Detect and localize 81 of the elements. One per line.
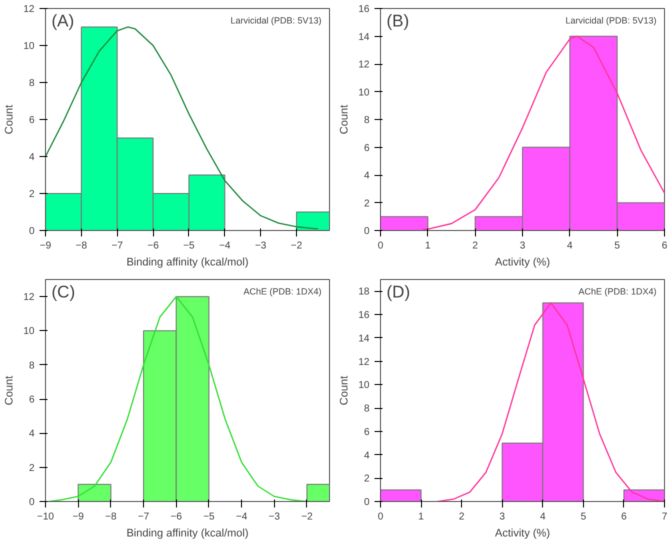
x-tick-label: −2 [301, 512, 314, 522]
annotation: Larvicidal (PDB: 5V13) [565, 16, 657, 26]
y-tick-label: 2 [364, 198, 370, 210]
y-tick-label: 14 [358, 32, 370, 43]
y-tick-label: 12 [23, 292, 35, 304]
y-tick-label: 6 [364, 142, 370, 154]
y-axis-title: Count [3, 376, 16, 406]
x-axis-title: Activity (%) [495, 528, 550, 540]
x-tick-label: −3 [268, 512, 280, 522]
y-tick-label: 16 [358, 4, 370, 15]
y-axis-title: Count [3, 104, 16, 134]
x-axis-title: Activity (%) [495, 256, 550, 268]
x-tick-label: −7 [112, 240, 124, 252]
y-tick-label: 18 [358, 286, 370, 298]
x-tick-label: 0 [378, 512, 384, 522]
y-tick-label: 0 [28, 497, 35, 508]
y-tick-label: 6 [28, 394, 35, 406]
x-tick-label: −2 [290, 240, 303, 252]
x-tick-label: 5 [580, 512, 587, 522]
annotation: (C) [52, 282, 76, 302]
annotation: (B) [386, 12, 410, 30]
x-tick-label: −6 [147, 240, 160, 252]
y-tick-label: 8 [364, 404, 370, 415]
annotation: (D) [386, 282, 410, 302]
x-tick-label: −5 [203, 512, 216, 522]
y-tick-label: 2 [364, 474, 370, 485]
x-tick-label: 4 [567, 240, 574, 252]
y-axis-title: Count [338, 376, 350, 406]
y-tick-label: 0 [364, 497, 370, 508]
x-tick-label: −3 [254, 240, 267, 252]
y-tick-label: 12 [23, 4, 35, 15]
x-tick-label: 7 [662, 512, 668, 522]
y-axis-title: Count [338, 104, 350, 134]
x-tick-label: −8 [76, 240, 88, 252]
y-tick-label: 10 [358, 87, 370, 98]
y-tick-label: 10 [23, 41, 35, 52]
x-tick-label: −9 [40, 240, 52, 252]
x-tick-label: 6 [621, 512, 628, 522]
y-tick-label: 4 [28, 428, 35, 440]
x-tick-label: −6 [170, 512, 182, 522]
x-axis-title: Binding affinity (kcal/mol) [126, 528, 249, 540]
x-tick-label: −4 [219, 240, 231, 252]
y-tick-label: 8 [28, 78, 35, 89]
x-tick-label: 1 [425, 240, 432, 252]
x-tick-label: 2 [472, 240, 478, 252]
x-tick-label: −9 [72, 512, 84, 522]
y-tick-label: 0 [364, 226, 370, 237]
y-tick-label: 4 [28, 152, 35, 163]
x-tick-label: −10 [37, 512, 54, 522]
annotation: (A) [52, 12, 74, 30]
annotation: Larvicidal (PDB: 5V13) [230, 16, 322, 26]
x-tick-label: −8 [105, 512, 117, 522]
x-tick-label: 4 [540, 512, 546, 522]
x-tick-label: 6 [662, 240, 668, 252]
y-tick-label: 16 [358, 310, 370, 322]
x-tick-label: −4 [236, 512, 248, 522]
y-tick-label: 2 [28, 462, 35, 474]
y-tick-label: 12 [358, 356, 370, 368]
annotation: AChE (PDB: 1DX4) [578, 286, 657, 296]
y-tick-label: 14 [358, 333, 370, 344]
y-tick-label: 0 [28, 226, 35, 237]
y-tick-label: 6 [364, 426, 370, 438]
y-tick-label: 10 [358, 380, 370, 392]
x-tick-label: 3 [520, 240, 526, 252]
y-tick-label: 8 [364, 115, 370, 126]
y-tick-label: 4 [364, 450, 370, 462]
annotation: AChE (PDB: 1DX4) [243, 286, 322, 296]
y-tick-label: 12 [358, 60, 370, 70]
y-tick-label: 4 [364, 170, 370, 182]
x-tick-label: −5 [183, 240, 196, 252]
x-tick-label: 2 [458, 512, 465, 522]
x-tick-label: 1 [418, 512, 424, 522]
y-tick-label: 2 [28, 189, 35, 200]
y-tick-label: 8 [28, 360, 35, 372]
y-tick-label: 6 [28, 115, 35, 126]
x-tick-label: −7 [138, 512, 150, 522]
x-tick-label: 5 [614, 240, 620, 252]
x-axis-title: Binding affinity (kcal/mol) [126, 256, 249, 268]
y-tick-label: 10 [23, 326, 35, 338]
x-tick-label: 0 [378, 240, 384, 252]
x-tick-label: 3 [499, 512, 506, 522]
